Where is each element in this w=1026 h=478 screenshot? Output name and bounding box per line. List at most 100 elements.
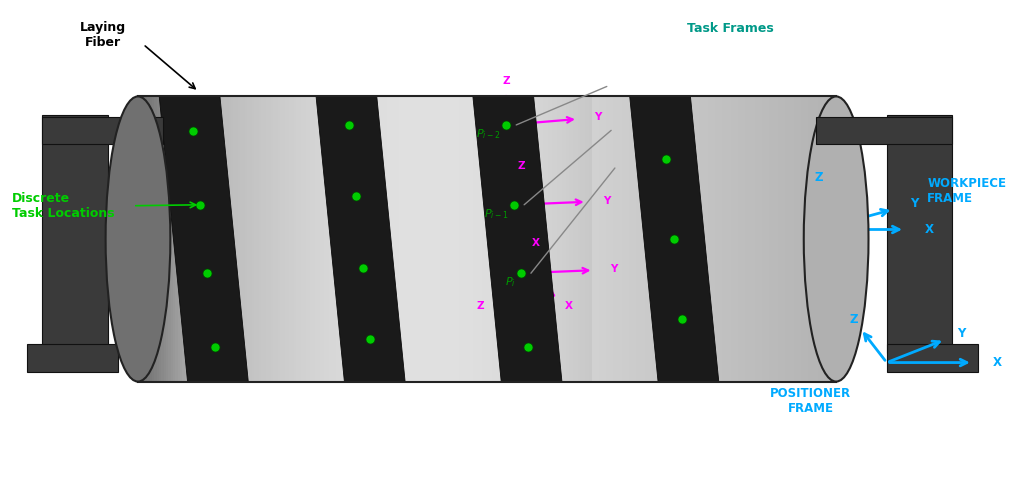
Bar	[459, 97, 462, 381]
Bar	[396, 97, 399, 381]
Bar	[787, 97, 790, 381]
Bar	[208, 97, 210, 381]
Bar	[328, 97, 331, 381]
Bar	[722, 97, 724, 381]
Bar	[673, 97, 676, 381]
Bar	[638, 97, 641, 381]
Ellipse shape	[106, 97, 170, 381]
Polygon shape	[473, 97, 562, 381]
Bar	[220, 97, 222, 381]
Bar	[229, 97, 231, 381]
Bar	[331, 97, 333, 381]
Bar	[224, 97, 227, 381]
Bar	[231, 97, 234, 381]
Bar	[269, 97, 271, 381]
Bar	[687, 97, 689, 381]
Bar	[592, 97, 594, 381]
Bar	[249, 97, 252, 381]
Text: Discrete
Task Locations: Discrete Task Locations	[11, 192, 114, 220]
Text: X: X	[531, 238, 540, 248]
Bar	[254, 97, 256, 381]
Bar	[726, 97, 729, 381]
Bar	[550, 97, 552, 381]
Bar	[508, 97, 511, 381]
Bar	[394, 97, 396, 381]
Bar	[482, 97, 485, 381]
Bar	[645, 97, 647, 381]
Bar	[380, 97, 383, 381]
Bar	[424, 97, 427, 381]
Bar	[655, 97, 657, 381]
Bar	[214, 97, 218, 381]
Bar	[161, 97, 164, 381]
Bar	[724, 97, 726, 381]
Bar	[657, 97, 660, 381]
Bar	[341, 97, 343, 381]
Bar	[322, 97, 324, 381]
Bar	[750, 97, 752, 381]
Text: Y: Y	[594, 112, 601, 122]
Bar	[487, 97, 489, 381]
Bar	[834, 97, 836, 381]
Bar	[218, 97, 220, 381]
Bar	[383, 97, 385, 381]
Bar	[227, 97, 229, 381]
Bar	[601, 97, 603, 381]
Bar	[422, 97, 425, 381]
Bar	[757, 97, 759, 381]
Text: Laying
Fiber: Laying Fiber	[79, 21, 125, 49]
Bar	[445, 97, 447, 381]
Bar	[587, 97, 590, 381]
Bar	[205, 97, 208, 381]
Bar	[816, 97, 818, 381]
Bar	[163, 97, 166, 381]
Bar	[531, 97, 534, 381]
Bar	[201, 97, 203, 381]
Bar	[464, 97, 466, 381]
Bar	[748, 97, 750, 381]
Bar	[568, 97, 570, 381]
Bar	[618, 97, 620, 381]
Bar	[743, 97, 746, 381]
Bar	[308, 97, 310, 381]
Bar	[291, 97, 294, 381]
Bar	[137, 97, 141, 381]
Text: X: X	[565, 301, 573, 311]
Bar	[625, 97, 627, 381]
Bar	[175, 97, 177, 381]
Bar	[245, 97, 247, 381]
Bar	[513, 97, 515, 381]
Bar	[238, 97, 240, 381]
Bar	[539, 97, 541, 381]
Bar	[141, 97, 143, 381]
Bar	[695, 97, 697, 381]
Bar	[159, 97, 161, 381]
Bar	[666, 97, 669, 381]
Bar	[42, 116, 108, 353]
Bar	[177, 97, 180, 381]
Bar	[755, 97, 757, 381]
Bar	[534, 97, 536, 381]
Bar	[170, 97, 173, 381]
Bar	[566, 97, 568, 381]
Bar	[570, 97, 574, 381]
Bar	[636, 97, 638, 381]
Bar	[187, 97, 190, 381]
Bar	[717, 97, 720, 381]
Bar	[622, 97, 625, 381]
Bar	[203, 97, 205, 381]
Bar	[339, 97, 341, 381]
Text: Y: Y	[610, 264, 618, 274]
Bar	[438, 97, 440, 381]
Polygon shape	[630, 97, 719, 381]
Bar	[536, 97, 539, 381]
Bar	[759, 97, 761, 381]
Bar	[829, 97, 832, 381]
Bar	[704, 97, 706, 381]
Bar	[653, 97, 655, 381]
Bar	[682, 97, 685, 381]
Bar	[284, 97, 287, 381]
Bar	[443, 97, 445, 381]
Bar	[662, 97, 664, 381]
Bar	[359, 97, 361, 381]
